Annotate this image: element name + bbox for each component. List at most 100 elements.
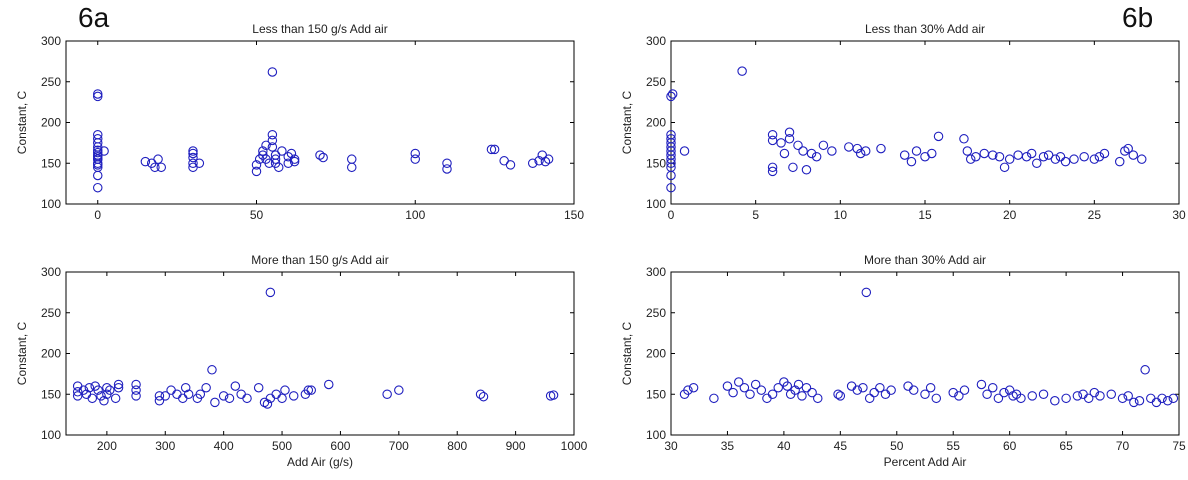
data-point bbox=[987, 150, 998, 160]
data-point bbox=[236, 389, 246, 399]
data-point bbox=[87, 393, 98, 404]
data-point bbox=[1099, 148, 1110, 159]
data-point bbox=[971, 151, 981, 162]
data-point bbox=[959, 134, 969, 144]
data-point bbox=[131, 379, 141, 390]
data-point bbox=[1157, 393, 1167, 404]
data-point bbox=[1069, 154, 1079, 164]
data-point bbox=[261, 140, 271, 151]
data-point bbox=[188, 158, 198, 169]
chart-a-bottom: 200 300 400 500 600 700 800 900 1000 100 150 200 250… bbox=[15, 253, 588, 469]
y-tick-label: 100 bbox=[646, 197, 666, 211]
x-tick-label: 35 bbox=[721, 439, 735, 453]
x-tick-label: 50 bbox=[890, 439, 904, 453]
plot-frame bbox=[65, 40, 575, 205]
data-point bbox=[1021, 151, 1032, 162]
data-point bbox=[178, 393, 188, 404]
data-point bbox=[1106, 389, 1117, 399]
data-point bbox=[776, 138, 786, 148]
data-point bbox=[818, 140, 829, 151]
data-point bbox=[534, 156, 544, 166]
data-point bbox=[1151, 397, 1162, 408]
data-point bbox=[979, 148, 990, 159]
x-tick-label: 800 bbox=[447, 439, 467, 453]
data-point bbox=[999, 162, 1010, 173]
y-tick-label: 250 bbox=[41, 75, 61, 89]
x-tick-label: 65 bbox=[1059, 439, 1073, 453]
data-point bbox=[267, 129, 278, 140]
data-point bbox=[131, 385, 141, 395]
data-point bbox=[1136, 154, 1147, 164]
plot-frame bbox=[670, 40, 1180, 205]
data-point bbox=[801, 382, 812, 393]
data-point bbox=[1061, 393, 1071, 404]
data-point bbox=[844, 142, 854, 152]
data-point bbox=[784, 134, 795, 144]
y-tick-label: 300 bbox=[41, 265, 61, 279]
data-point bbox=[324, 379, 334, 390]
x-tick-label: 30 bbox=[1172, 208, 1186, 222]
data-point bbox=[679, 146, 690, 156]
data-point bbox=[869, 387, 879, 398]
data-point bbox=[906, 156, 917, 167]
data-point bbox=[172, 389, 182, 399]
x-tick-label: 300 bbox=[155, 439, 175, 453]
data-point bbox=[666, 129, 676, 140]
data-point bbox=[442, 158, 452, 169]
data-point bbox=[1038, 151, 1049, 162]
chart-title: More than 30% Add air bbox=[864, 253, 986, 267]
chart-b-bottom: 30 35 40 45 50 55 60 65 70 75 100 150 200 250 300 More … bbox=[620, 253, 1186, 469]
data-point bbox=[277, 146, 287, 156]
data-point bbox=[948, 387, 958, 398]
data-point bbox=[773, 382, 783, 393]
data-point bbox=[262, 399, 273, 409]
data-point bbox=[666, 182, 676, 193]
data-point bbox=[779, 148, 790, 159]
x-tick-label: 75 bbox=[1172, 439, 1186, 453]
data-point bbox=[267, 67, 278, 77]
y-tick-label: 200 bbox=[646, 347, 666, 361]
data-point bbox=[876, 143, 886, 154]
x-tick-label: 500 bbox=[272, 439, 292, 453]
data-point bbox=[289, 154, 300, 164]
data-point bbox=[784, 127, 795, 138]
data-point bbox=[288, 391, 299, 401]
chart-b-top: 0 5 10 15 20 25 30 100 150 200 250 300 Less than 30%… bbox=[620, 22, 1186, 222]
data-point bbox=[303, 385, 314, 395]
data-point bbox=[207, 365, 217, 375]
data-point bbox=[683, 385, 693, 395]
data-point bbox=[318, 152, 328, 163]
data-point bbox=[540, 156, 551, 167]
data-point bbox=[93, 385, 103, 395]
data-point bbox=[72, 387, 83, 397]
data-point bbox=[1123, 143, 1133, 154]
data-point bbox=[1060, 156, 1071, 167]
data-point bbox=[188, 146, 198, 156]
data-point bbox=[1038, 389, 1049, 399]
data-point bbox=[827, 146, 837, 156]
data-point bbox=[218, 391, 229, 401]
data-point bbox=[793, 140, 803, 151]
data-point bbox=[1089, 154, 1100, 164]
x-tick-label: 15 bbox=[918, 208, 932, 222]
x-tick-label: 10 bbox=[834, 208, 848, 222]
data-point bbox=[283, 151, 293, 162]
data-point bbox=[965, 154, 976, 164]
data-point bbox=[1027, 391, 1037, 401]
data-point bbox=[527, 158, 538, 169]
data-point bbox=[833, 389, 843, 399]
x-tick-label: 200 bbox=[97, 439, 117, 453]
x-tick-label: 1000 bbox=[561, 439, 588, 453]
data-point bbox=[154, 396, 165, 406]
data-point bbox=[797, 391, 807, 401]
x-tick-label: 60 bbox=[1003, 439, 1017, 453]
y-tick-label: 250 bbox=[41, 306, 61, 320]
data-point bbox=[728, 387, 738, 398]
data-point bbox=[201, 382, 211, 393]
data-point bbox=[180, 382, 191, 393]
data-point bbox=[962, 146, 973, 156]
data-point bbox=[72, 381, 83, 391]
data-point bbox=[908, 385, 919, 395]
data-point bbox=[1078, 389, 1088, 399]
